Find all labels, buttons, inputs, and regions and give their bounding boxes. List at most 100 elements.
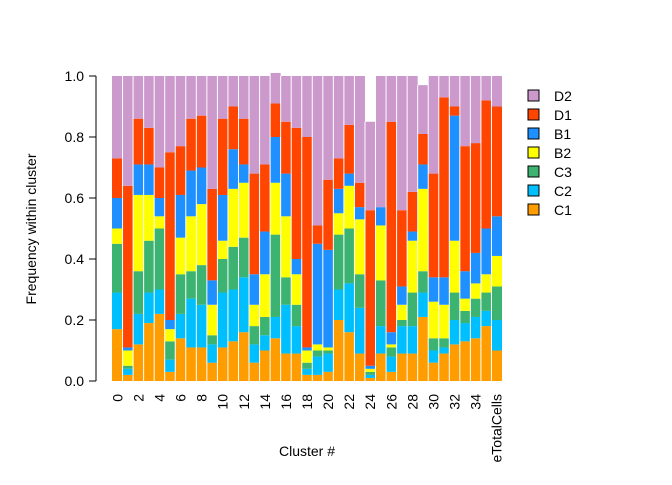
bar-B1-cluster-9 xyxy=(206,280,218,305)
y-axis-label: Frequency within cluster xyxy=(23,153,39,304)
bar-B2-cluster-3 xyxy=(143,194,155,241)
x-tick-label: eTotalCells xyxy=(489,394,505,462)
bar-B1-cluster-19 xyxy=(312,243,323,345)
bar-C2-cluster-28 xyxy=(407,326,418,354)
bar-C1-cluster-22 xyxy=(343,332,355,381)
bar-C2-cluster-5 xyxy=(164,359,176,372)
bar-C3-cluster-31 xyxy=(438,338,450,348)
bar-C2-cluster-4 xyxy=(154,289,165,314)
bar-B1-cluster-2 xyxy=(133,164,144,195)
bar-D1-cluster-23 xyxy=(354,182,365,208)
bar-C1-cluster-6 xyxy=(175,338,186,381)
bar-C3-cluster-7 xyxy=(185,271,197,299)
bar-B2-cluster-5 xyxy=(164,329,176,342)
bar-D1-cluster-31 xyxy=(438,97,450,278)
bar-C2-cluster-26 xyxy=(386,356,397,372)
bar-C3-cluster-23 xyxy=(354,274,365,308)
bar-B1-cluster-28 xyxy=(407,231,418,241)
bar-C2-cluster-11 xyxy=(227,289,239,342)
bar-C2-cluster-6 xyxy=(175,313,186,339)
bar-C1-cluster-15 xyxy=(270,338,281,381)
bar-B1-cluster-18 xyxy=(301,347,313,351)
bar-C1-cluster-23 xyxy=(354,353,365,381)
bar-C3-cluster-14 xyxy=(259,316,271,336)
bar-B2-cluster-35 xyxy=(480,274,492,293)
bar-D2-cluster-15 xyxy=(270,72,281,104)
bar-B1-cluster-25 xyxy=(375,207,387,226)
bar-D2-cluster-27 xyxy=(396,76,408,211)
legend-label-C2: C2 xyxy=(554,183,572,199)
bar-C2-cluster-24 xyxy=(364,374,376,378)
bar-D1-cluster-28 xyxy=(407,191,418,232)
bar-C1-cluster-17 xyxy=(291,353,302,381)
bar-C2-cluster-22 xyxy=(343,283,355,333)
bar-B2-cluster-23 xyxy=(354,219,365,275)
bar-C2-cluster-13 xyxy=(249,344,260,363)
x-tick-label: 16 xyxy=(278,394,294,410)
bar-B1-cluster-5 xyxy=(164,320,176,330)
bar-B2-cluster-21 xyxy=(333,213,344,235)
bar-C3-cluster-27 xyxy=(396,320,408,327)
bar-C1-cluster-25 xyxy=(375,353,387,381)
bar-C1-cluster-14 xyxy=(259,350,271,381)
x-tick-label: 14 xyxy=(257,394,273,410)
legend-swatch-C2 xyxy=(527,184,540,197)
bar-C3-cluster-35 xyxy=(480,292,492,311)
bar-D2-cluster-12 xyxy=(238,76,250,119)
bar-D1-cluster-3 xyxy=(143,127,155,165)
bar-C3-cluster-TotalCells xyxy=(491,286,502,320)
bar-B2-cluster-16 xyxy=(280,216,292,278)
bar-C3-cluster-33 xyxy=(459,310,471,324)
bar-D1-cluster-34 xyxy=(470,143,481,253)
bar-C2-cluster-15 xyxy=(270,316,281,339)
bar-B1-cluster-26 xyxy=(386,332,397,345)
x-axis-label: Cluster # xyxy=(279,443,335,459)
bar-B1-cluster-23 xyxy=(354,207,365,220)
bar-B1-cluster-34 xyxy=(470,252,481,284)
bar-D2-cluster-8 xyxy=(196,76,207,116)
bar-C3-cluster-17 xyxy=(291,304,302,327)
bar-D2-cluster-3 xyxy=(143,76,155,128)
bar-C1-cluster-20 xyxy=(322,371,334,381)
bar-B2-cluster-15 xyxy=(270,182,281,235)
bar-B2-cluster-25 xyxy=(375,225,387,281)
bar-D2-cluster-6 xyxy=(175,76,186,147)
bar-C2-cluster-1 xyxy=(122,368,134,375)
x-tick-label: 0 xyxy=(109,394,125,402)
bar-D2-cluster-31 xyxy=(438,76,450,98)
bar-B2-cluster-9 xyxy=(206,304,218,336)
bar-C1-cluster-10 xyxy=(217,347,228,381)
bar-C1-cluster-TotalCells xyxy=(491,350,502,381)
bar-C3-cluster-19 xyxy=(312,350,323,357)
bar-C1-cluster-7 xyxy=(185,347,197,381)
bar-D1-cluster-21 xyxy=(333,158,344,189)
bar-D1-cluster-35 xyxy=(480,100,492,229)
bar-C1-cluster-8 xyxy=(196,347,207,381)
bar-C2-cluster-7 xyxy=(185,298,197,348)
bar-C1-cluster-2 xyxy=(133,344,144,381)
bar-B2-cluster-18 xyxy=(301,350,313,363)
bar-C2-cluster-8 xyxy=(196,304,207,348)
bar-C1-cluster-33 xyxy=(459,341,471,381)
bar-B2-cluster-28 xyxy=(407,240,418,293)
y-tick-label: 0.6 xyxy=(65,190,85,206)
bar-B2-cluster-11 xyxy=(227,188,239,247)
bar-B2-cluster-0 xyxy=(112,228,123,244)
bar-C1-cluster-31 xyxy=(438,353,450,381)
bar-B1-cluster-15 xyxy=(270,137,281,183)
bar-C1-cluster-3 xyxy=(143,323,155,381)
bar-C2-cluster-2 xyxy=(133,313,144,345)
bar-C2-cluster-3 xyxy=(143,292,155,324)
bar-B1-cluster-7 xyxy=(185,170,197,217)
bar-C1-cluster-11 xyxy=(227,341,239,381)
bar-C1-cluster-1 xyxy=(122,374,134,381)
bar-B2-cluster-24 xyxy=(364,368,376,372)
x-tick-label: 4 xyxy=(151,394,167,402)
bar-C1-cluster-27 xyxy=(396,353,408,381)
bar-B2-cluster-26 xyxy=(386,344,397,348)
y-tick-label: 0.0 xyxy=(65,373,85,389)
bar-C1-cluster-18 xyxy=(301,374,313,381)
bar-C3-cluster-4 xyxy=(154,228,165,290)
bar-D2-cluster-0 xyxy=(112,76,123,159)
